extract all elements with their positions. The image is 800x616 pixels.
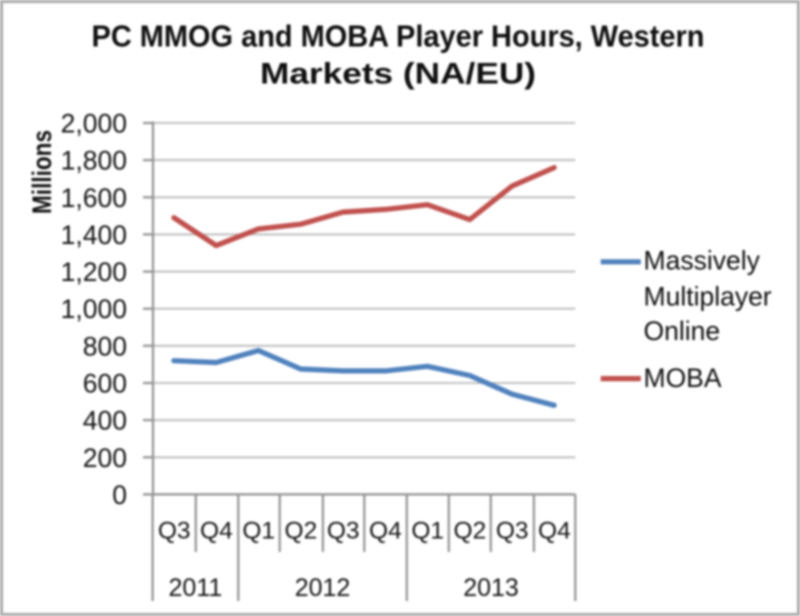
svg-text:1,600: 1,600 bbox=[61, 183, 127, 213]
svg-text:1,400: 1,400 bbox=[61, 220, 127, 250]
svg-text:2013: 2013 bbox=[463, 574, 519, 602]
svg-text:Markets (NA/EU): Markets (NA/EU) bbox=[260, 58, 536, 91]
svg-text:2,000: 2,000 bbox=[61, 109, 127, 139]
svg-text:2012: 2012 bbox=[295, 574, 351, 602]
svg-text:0: 0 bbox=[112, 480, 127, 510]
svg-text:Millions: Millions bbox=[27, 130, 57, 214]
svg-text:600: 600 bbox=[83, 369, 127, 399]
svg-text:1,000: 1,000 bbox=[61, 294, 127, 324]
svg-text:2011: 2011 bbox=[169, 574, 223, 602]
svg-text:Multiplayer: Multiplayer bbox=[644, 281, 772, 311]
svg-text:Q4: Q4 bbox=[369, 518, 402, 545]
svg-text:1,800: 1,800 bbox=[61, 146, 127, 176]
svg-text:800: 800 bbox=[83, 331, 127, 361]
svg-text:Q3: Q3 bbox=[327, 518, 360, 545]
svg-text:400: 400 bbox=[83, 406, 127, 436]
svg-text:Q3: Q3 bbox=[496, 518, 529, 545]
svg-text:Q4: Q4 bbox=[200, 518, 233, 545]
svg-text:Massively: Massively bbox=[644, 246, 761, 276]
svg-text:PC MMOG and MOBA Player Hours,: PC MMOG and MOBA Player Hours, Western bbox=[92, 19, 705, 54]
svg-text:Q4: Q4 bbox=[538, 518, 571, 545]
svg-text:Q3: Q3 bbox=[158, 518, 191, 545]
svg-text:Q1: Q1 bbox=[411, 518, 444, 545]
svg-text:MOBA: MOBA bbox=[644, 363, 722, 393]
svg-text:200: 200 bbox=[83, 443, 127, 473]
svg-text:Q1: Q1 bbox=[242, 518, 275, 545]
svg-text:Online: Online bbox=[644, 316, 721, 346]
svg-text:1,200: 1,200 bbox=[61, 257, 127, 287]
svg-text:Q2: Q2 bbox=[285, 518, 318, 545]
svg-text:Q2: Q2 bbox=[454, 518, 487, 545]
